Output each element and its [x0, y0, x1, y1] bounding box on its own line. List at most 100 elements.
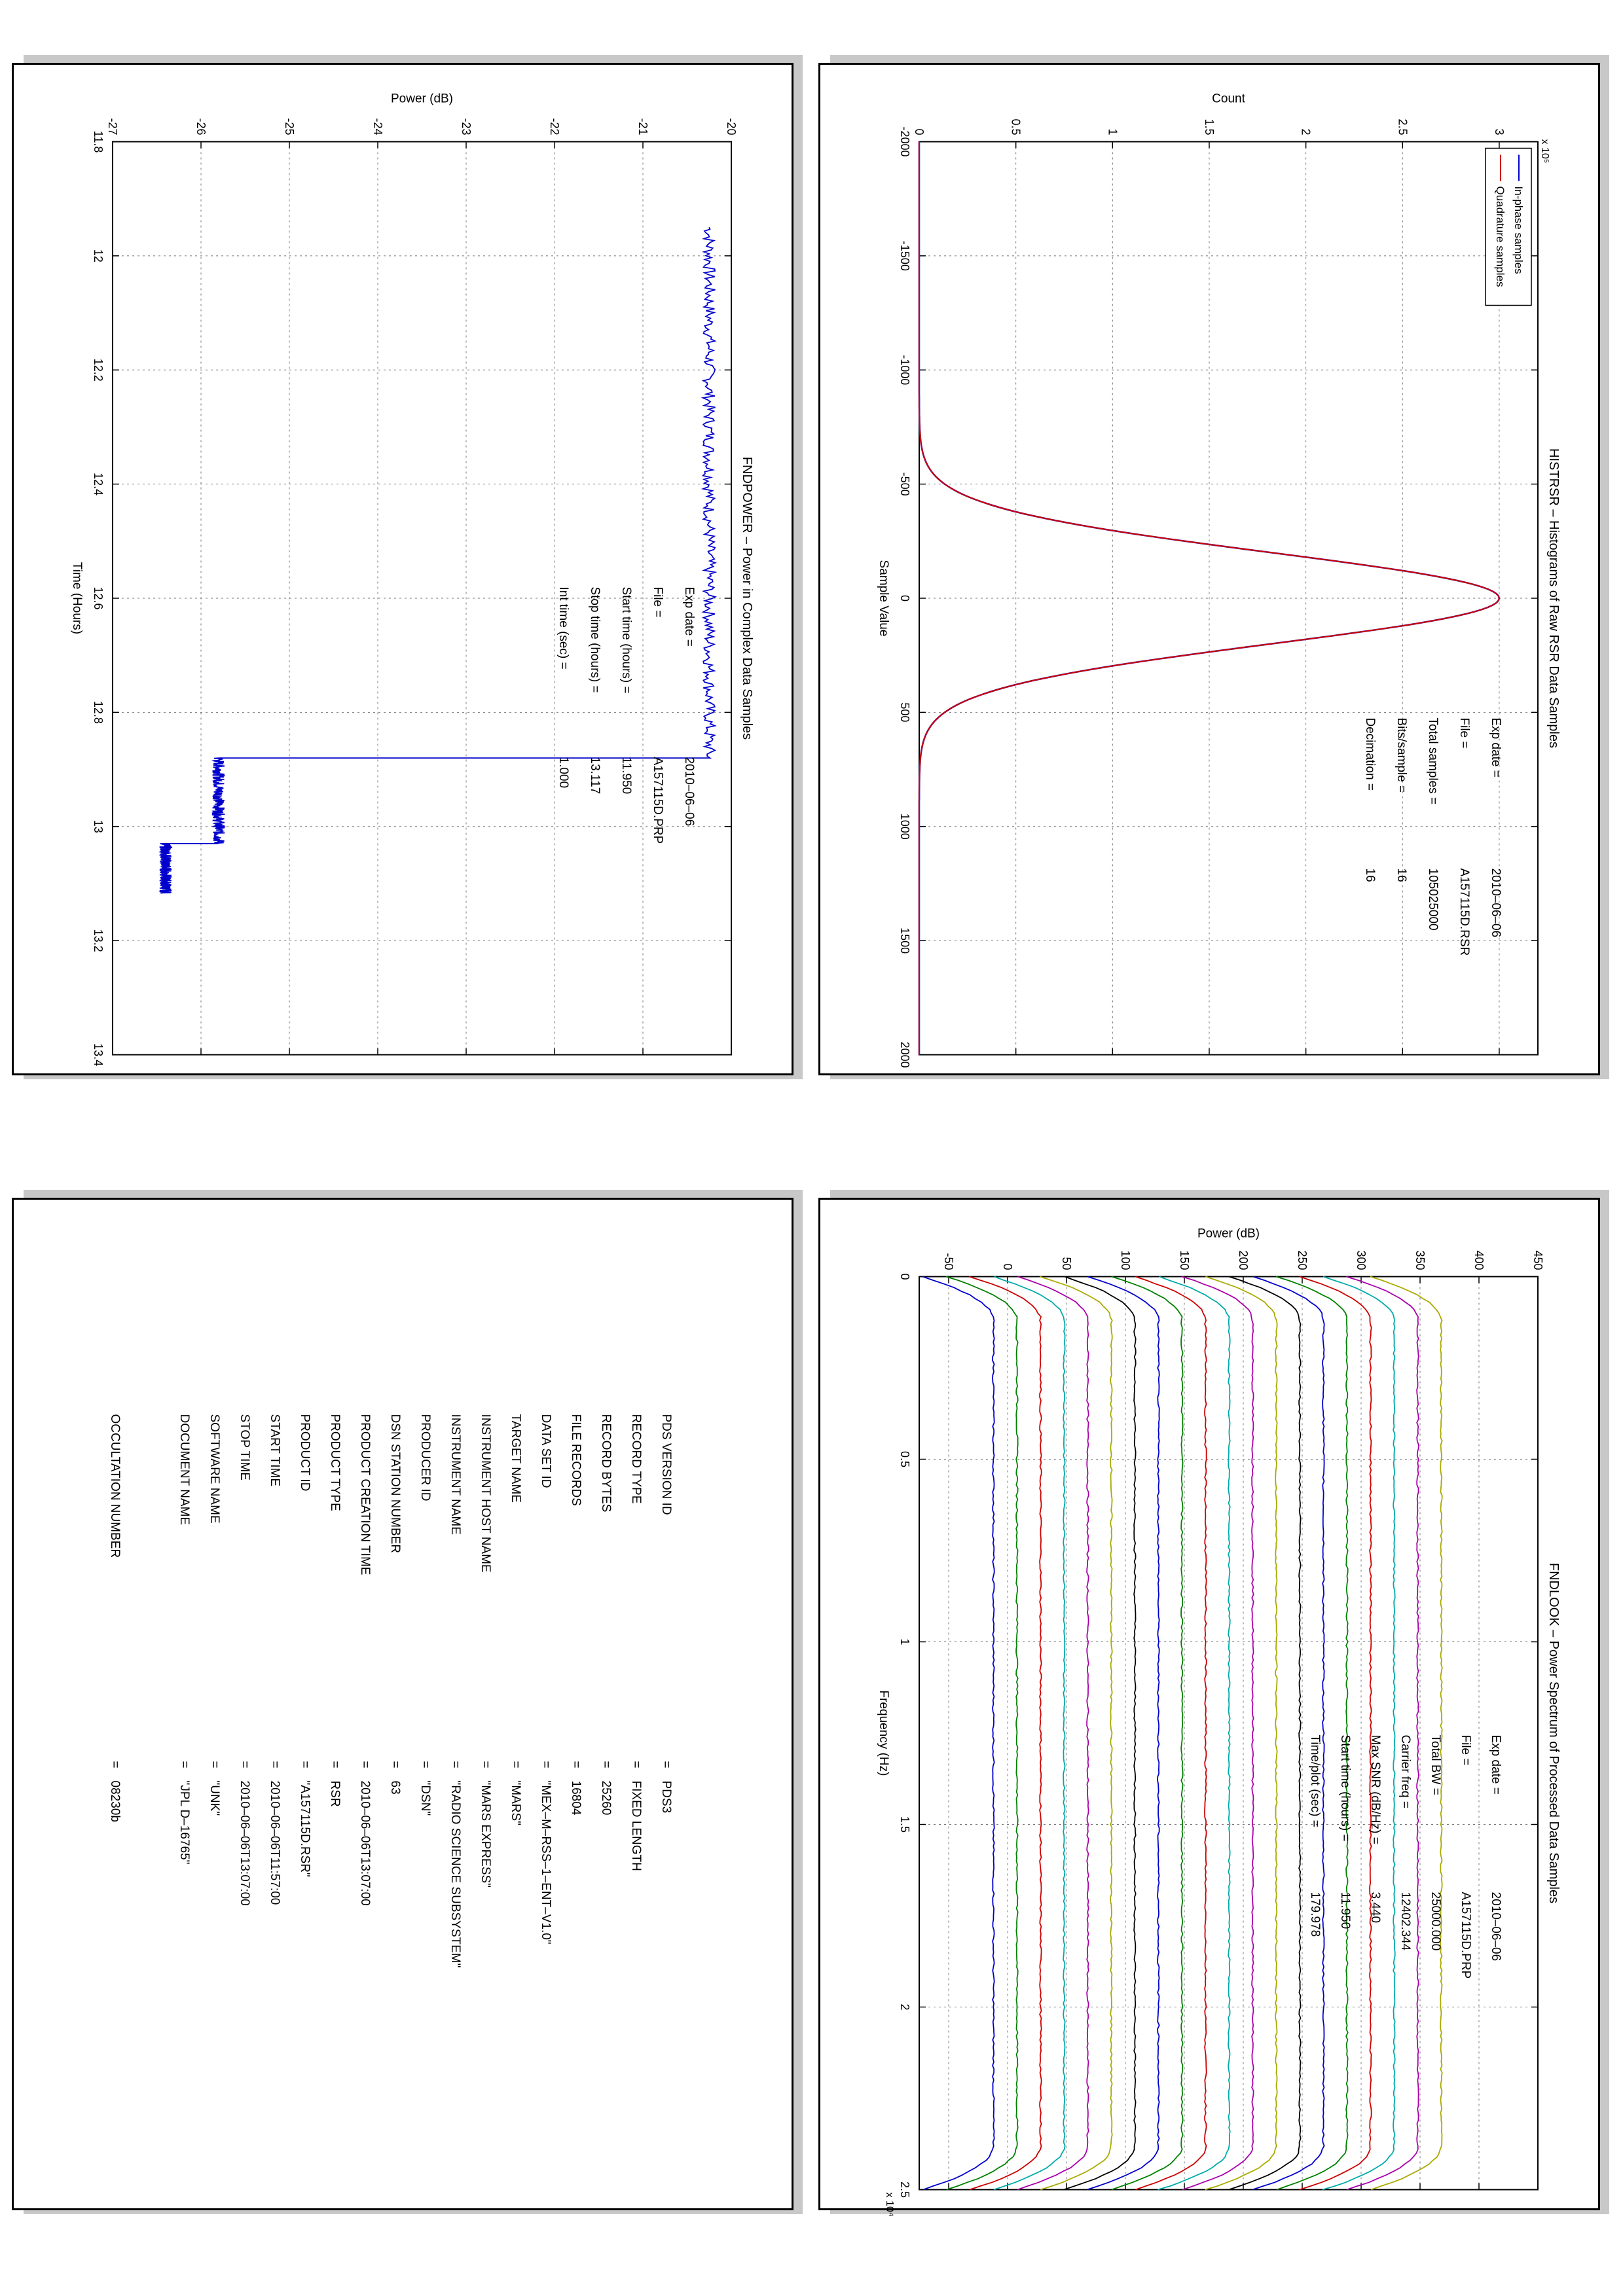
histrsr-ytick-label: 2.5: [1396, 118, 1409, 135]
label-equals: =: [448, 1761, 462, 1768]
histrsr-xtick-label: 1500: [898, 927, 911, 954]
label-key-text: INSTRUMENT HOST NAME: [479, 1414, 492, 1572]
label-equals: =: [569, 1761, 583, 1768]
label-value: "JPL D–16765": [177, 1780, 191, 1864]
fndpower-xtick-label: 13.4: [92, 1043, 105, 1066]
label-equals: =: [599, 1761, 613, 1768]
label-value: RSR: [328, 1780, 342, 1806]
histrsr-legend-box: [1485, 147, 1532, 306]
fndlook-series-11: [1158, 1276, 1231, 2190]
histrsr-ytick-label: 2: [1300, 128, 1313, 135]
fndlook-annotation-label: Start time (hours) =: [1338, 1734, 1352, 1841]
fndlook-series-1: [922, 1276, 995, 2190]
fndlook-ytick-label: 350: [1413, 1250, 1427, 1270]
fndpower-xtick-label: 12.4: [92, 473, 105, 495]
fndlook-annotation-value: 3.440: [1368, 1892, 1382, 1923]
label-key-text: PRODUCT TYPE: [328, 1414, 342, 1511]
fndlook-annotation-label: File =: [1459, 1734, 1472, 1765]
label-key-text: PRODUCT CREATION TIME: [358, 1414, 372, 1575]
fndlook-x-multiplier: x 10⁴: [884, 2192, 895, 2216]
histrsr-ytick-label: 1.5: [1203, 118, 1216, 135]
label-equals: =: [208, 1761, 221, 1768]
fndpower-rotator: 11.8 12 12.2 12.4 12.6 12.8 13 13.2 13.4 -27 -26 -2…: [12, 63, 793, 1075]
fndpower-xtick-label: 12.8: [92, 700, 105, 723]
fndlook-xtick-label: 0.5: [898, 1450, 911, 1467]
fndlook-ytick-label: 150: [1178, 1250, 1191, 1270]
histrsr-annotation-label: File =: [1457, 717, 1471, 748]
label-equals: =: [418, 1761, 432, 1768]
label-equals: =: [479, 1761, 492, 1768]
fndpower-ytick-label: -27: [106, 118, 119, 135]
label-equals: =: [268, 1761, 282, 1768]
histrsr-rotator: -2000 -1500 -1000 -500 0 500 1000 1500 2000 0 0.5 1…: [818, 63, 1600, 1075]
fndpower-ytick-label: -21: [636, 118, 649, 135]
fndlook-annotation-value: 179.978: [1308, 1892, 1322, 1937]
histrsr-y-multiplier: x 10⁵: [1539, 139, 1550, 163]
histrsr-annotation-label: Bits/sample =: [1395, 717, 1408, 793]
label-value: PDS3: [659, 1780, 673, 1813]
label-equals: =: [238, 1761, 251, 1768]
fndlook-xtick-label: 2: [898, 2003, 911, 2010]
histrsr-ytick-label: 0: [913, 128, 926, 135]
fndpower-title: FNDPOWER – Power in Complex Data Samples: [740, 456, 754, 739]
label-value: "A157115D.RSR": [298, 1780, 312, 1876]
fndlook-series-4: [993, 1276, 1066, 2190]
label-equals: =: [298, 1761, 312, 1768]
histrsr-ytick-label: 3: [1493, 128, 1506, 135]
histrsr-xtick-label: -1000: [898, 355, 911, 385]
fndpower-xtick-label: 13.2: [92, 929, 105, 952]
histrsr-annotation-value: 2010–06–06: [1489, 868, 1503, 937]
label-key-text: FILE RECORDS: [569, 1414, 583, 1505]
histrsr-xtick-label: -1500: [898, 240, 911, 270]
fndlook-ytick-label: 200: [1237, 1250, 1250, 1270]
fndlook-series-8: [1087, 1276, 1160, 2190]
histrsr-xtick-label: -500: [898, 472, 911, 495]
histrsr-annotation-label: Exp date =: [1489, 717, 1503, 777]
histrsr-annotation-value: 16: [1395, 868, 1408, 882]
histrsr-xtick-label: 2000: [898, 1041, 911, 1067]
label-value: 2010–06–06T11:57:00: [268, 1780, 282, 1905]
fndlook-series-9: [1111, 1276, 1184, 2190]
label-equals: =: [328, 1761, 342, 1768]
fndlook-series-16: [1275, 1276, 1349, 2190]
fndlook-axes: 0 0.5 1 1.5 2 2.5 -50 0 50 100 150 200 250 300 350 400 4…: [898, 1250, 1544, 2198]
fndlook-series-18: [1322, 1276, 1396, 2190]
label-value: "DSN": [418, 1780, 432, 1816]
fndpower-xlabel: Time (Hours): [70, 562, 84, 634]
label-value: 2010–06–06T13:07:00: [238, 1780, 251, 1905]
fndlook-series-14: [1228, 1276, 1302, 2190]
fndlook-annotation-label: Time/plot (sec) =: [1308, 1734, 1322, 1827]
fndlook-series-2: [945, 1276, 1019, 2190]
fndlook-xtick-label: 1.5: [898, 1816, 911, 1832]
label-panel: PDS VERSION ID = PDS3 RECORD TYPE = FIXED LEN…: [12, 1198, 793, 2210]
label-value: FIXED LENGTH: [629, 1780, 643, 1871]
label-equals: =: [629, 1761, 643, 1768]
label-key-text: PRODUCT ID: [298, 1414, 312, 1491]
label-key-text: DATA SET ID: [539, 1414, 553, 1488]
fndlook-annotation-value: 2010–06–06: [1489, 1892, 1503, 1961]
fndlook-ylabel: Power (dB): [1197, 1227, 1260, 1240]
label-key-text: SOFTWARE NAME: [208, 1414, 221, 1523]
label-key-text: OCCULTATION NUMBER: [108, 1414, 122, 1558]
histrsr-xtick-label: 500: [898, 702, 911, 722]
fndpower-ytick-label: -26: [194, 118, 208, 135]
fndlook-xtick-label: 1: [898, 1638, 911, 1645]
fndlook-series-6: [1040, 1276, 1113, 2190]
histrsr-plot-frame: [919, 141, 1539, 1055]
fndlook-annotation-value: A157115D.PRP: [1459, 1892, 1472, 1979]
fndpower-ytick-label: -25: [283, 118, 296, 135]
fndpower-annotation-value: 11.950: [619, 757, 633, 794]
label-equals: =: [108, 1761, 122, 1768]
fndpower-ytick-label: -22: [548, 118, 561, 135]
fndpower-chart: 11.8 12 12.2 12.4 12.6 12.8 13 13.2 13.4 -27 -26 -2…: [70, 92, 754, 1066]
histrsr-axes: -2000 -1500 -1000 -500 0 500 1000 1500 2000 0 0.5 1…: [898, 118, 1539, 1067]
label-value: "RADIO SCIENCE SUBSYSTEM": [448, 1780, 462, 1967]
fndpower-annotation-value: 2010–06–06: [682, 757, 696, 826]
label-rotator: PDS VERSION ID = PDS3 RECORD TYPE = FIXED LEN…: [12, 1198, 793, 2210]
fndpower-xtick-label: 13: [92, 819, 105, 833]
histrsr-series-quadrature: [919, 141, 1500, 1054]
fndpower-plot-frame: [112, 141, 732, 1055]
histrsr-ytick-label: 0.5: [1010, 118, 1023, 135]
fndpower-annotation-label: File =: [651, 586, 665, 617]
fndpower-annotation-value: 1.000: [556, 757, 570, 788]
